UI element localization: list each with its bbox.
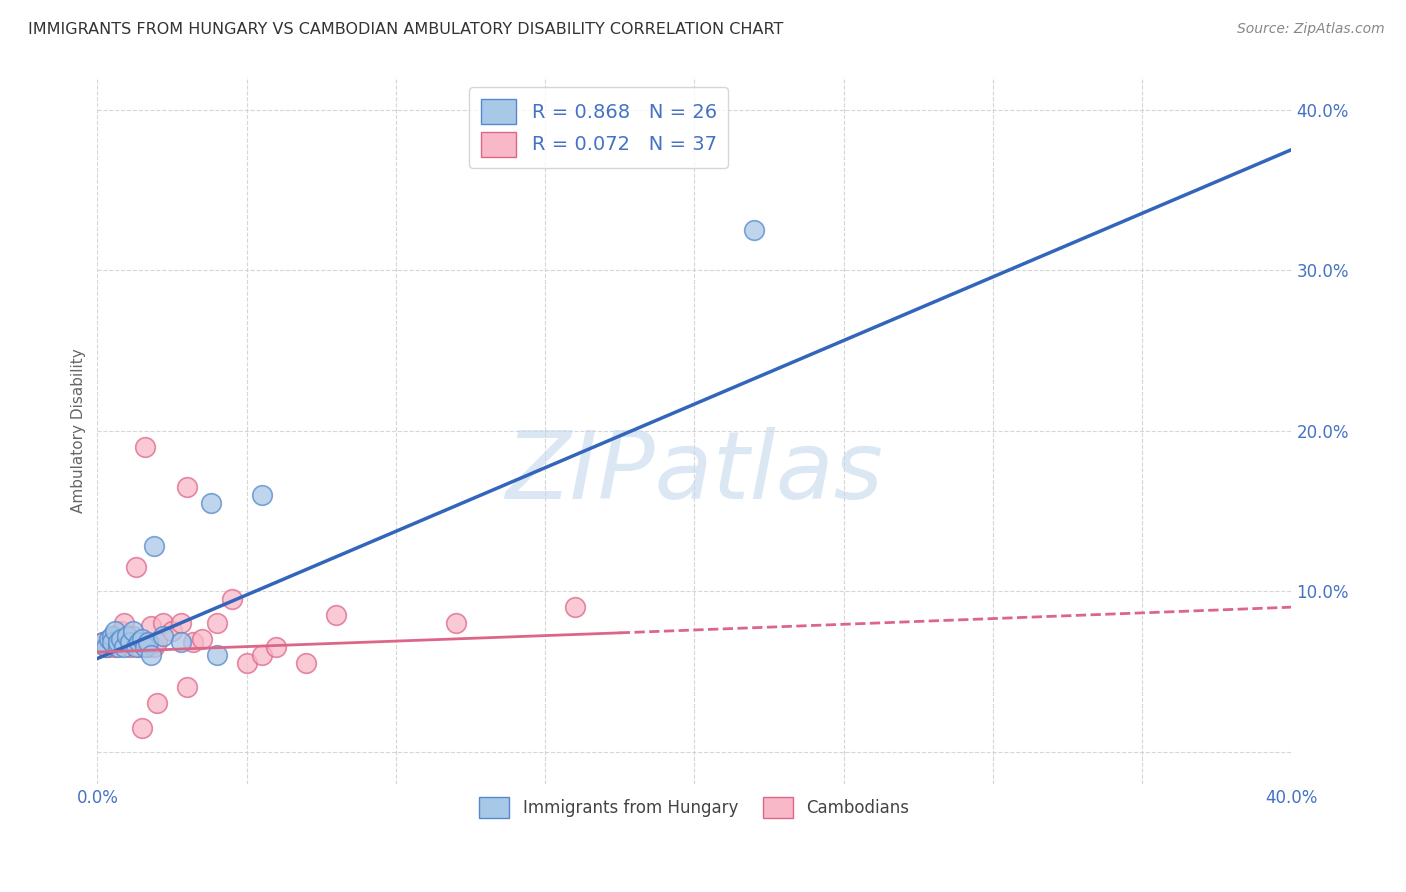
Point <box>91 635 114 649</box>
Point <box>191 632 214 647</box>
Point <box>250 648 273 663</box>
Point <box>136 635 159 649</box>
Point <box>146 697 169 711</box>
Point <box>205 616 228 631</box>
Point <box>136 640 159 655</box>
Point <box>107 635 129 649</box>
Point <box>139 648 162 663</box>
Point <box>107 635 129 649</box>
Point <box>444 616 467 631</box>
Point <box>98 632 121 647</box>
Point <box>115 635 138 649</box>
Point <box>152 616 174 631</box>
Point <box>170 616 193 631</box>
Point <box>295 657 318 671</box>
Y-axis label: Ambulatory Disability: Ambulatory Disability <box>72 348 86 513</box>
Text: ZIPatlas: ZIPatlas <box>506 427 883 518</box>
Text: Source: ZipAtlas.com: Source: ZipAtlas.com <box>1237 22 1385 37</box>
Point <box>104 624 127 639</box>
Point <box>266 640 288 655</box>
Point <box>112 640 135 655</box>
Point <box>170 635 193 649</box>
Point <box>96 640 118 655</box>
Point <box>101 632 124 647</box>
Point <box>205 648 228 663</box>
Point <box>176 480 198 494</box>
Point <box>131 635 153 649</box>
Point <box>143 539 166 553</box>
Point <box>742 223 765 237</box>
Point <box>152 629 174 643</box>
Point <box>122 629 145 643</box>
Point <box>91 635 114 649</box>
Text: IMMIGRANTS FROM HUNGARY VS CAMBODIAN AMBULATORY DISABILITY CORRELATION CHART: IMMIGRANTS FROM HUNGARY VS CAMBODIAN AMB… <box>28 22 783 37</box>
Point <box>134 440 156 454</box>
Point <box>122 624 145 639</box>
Point <box>104 640 127 655</box>
Point <box>107 640 129 655</box>
Point <box>125 640 148 655</box>
Point <box>325 608 347 623</box>
Point <box>96 640 118 655</box>
Point <box>115 629 138 643</box>
Point <box>110 632 132 647</box>
Point <box>139 619 162 633</box>
Point <box>101 629 124 643</box>
Point <box>564 600 586 615</box>
Point <box>128 635 150 649</box>
Point <box>110 624 132 639</box>
Point <box>143 640 166 655</box>
Point <box>250 488 273 502</box>
Point <box>235 657 257 671</box>
Point <box>125 560 148 574</box>
Point <box>131 632 153 647</box>
Point <box>221 592 243 607</box>
Point <box>128 640 150 655</box>
Legend: Immigrants from Hungary, Cambodians: Immigrants from Hungary, Cambodians <box>472 790 917 825</box>
Point <box>146 635 169 649</box>
Point <box>101 635 124 649</box>
Point <box>181 635 204 649</box>
Point <box>98 640 121 655</box>
Point <box>112 616 135 631</box>
Point <box>131 721 153 735</box>
Point <box>120 635 142 649</box>
Point <box>134 640 156 655</box>
Point <box>160 624 183 639</box>
Point <box>200 496 222 510</box>
Point <box>176 681 198 695</box>
Point <box>120 640 142 655</box>
